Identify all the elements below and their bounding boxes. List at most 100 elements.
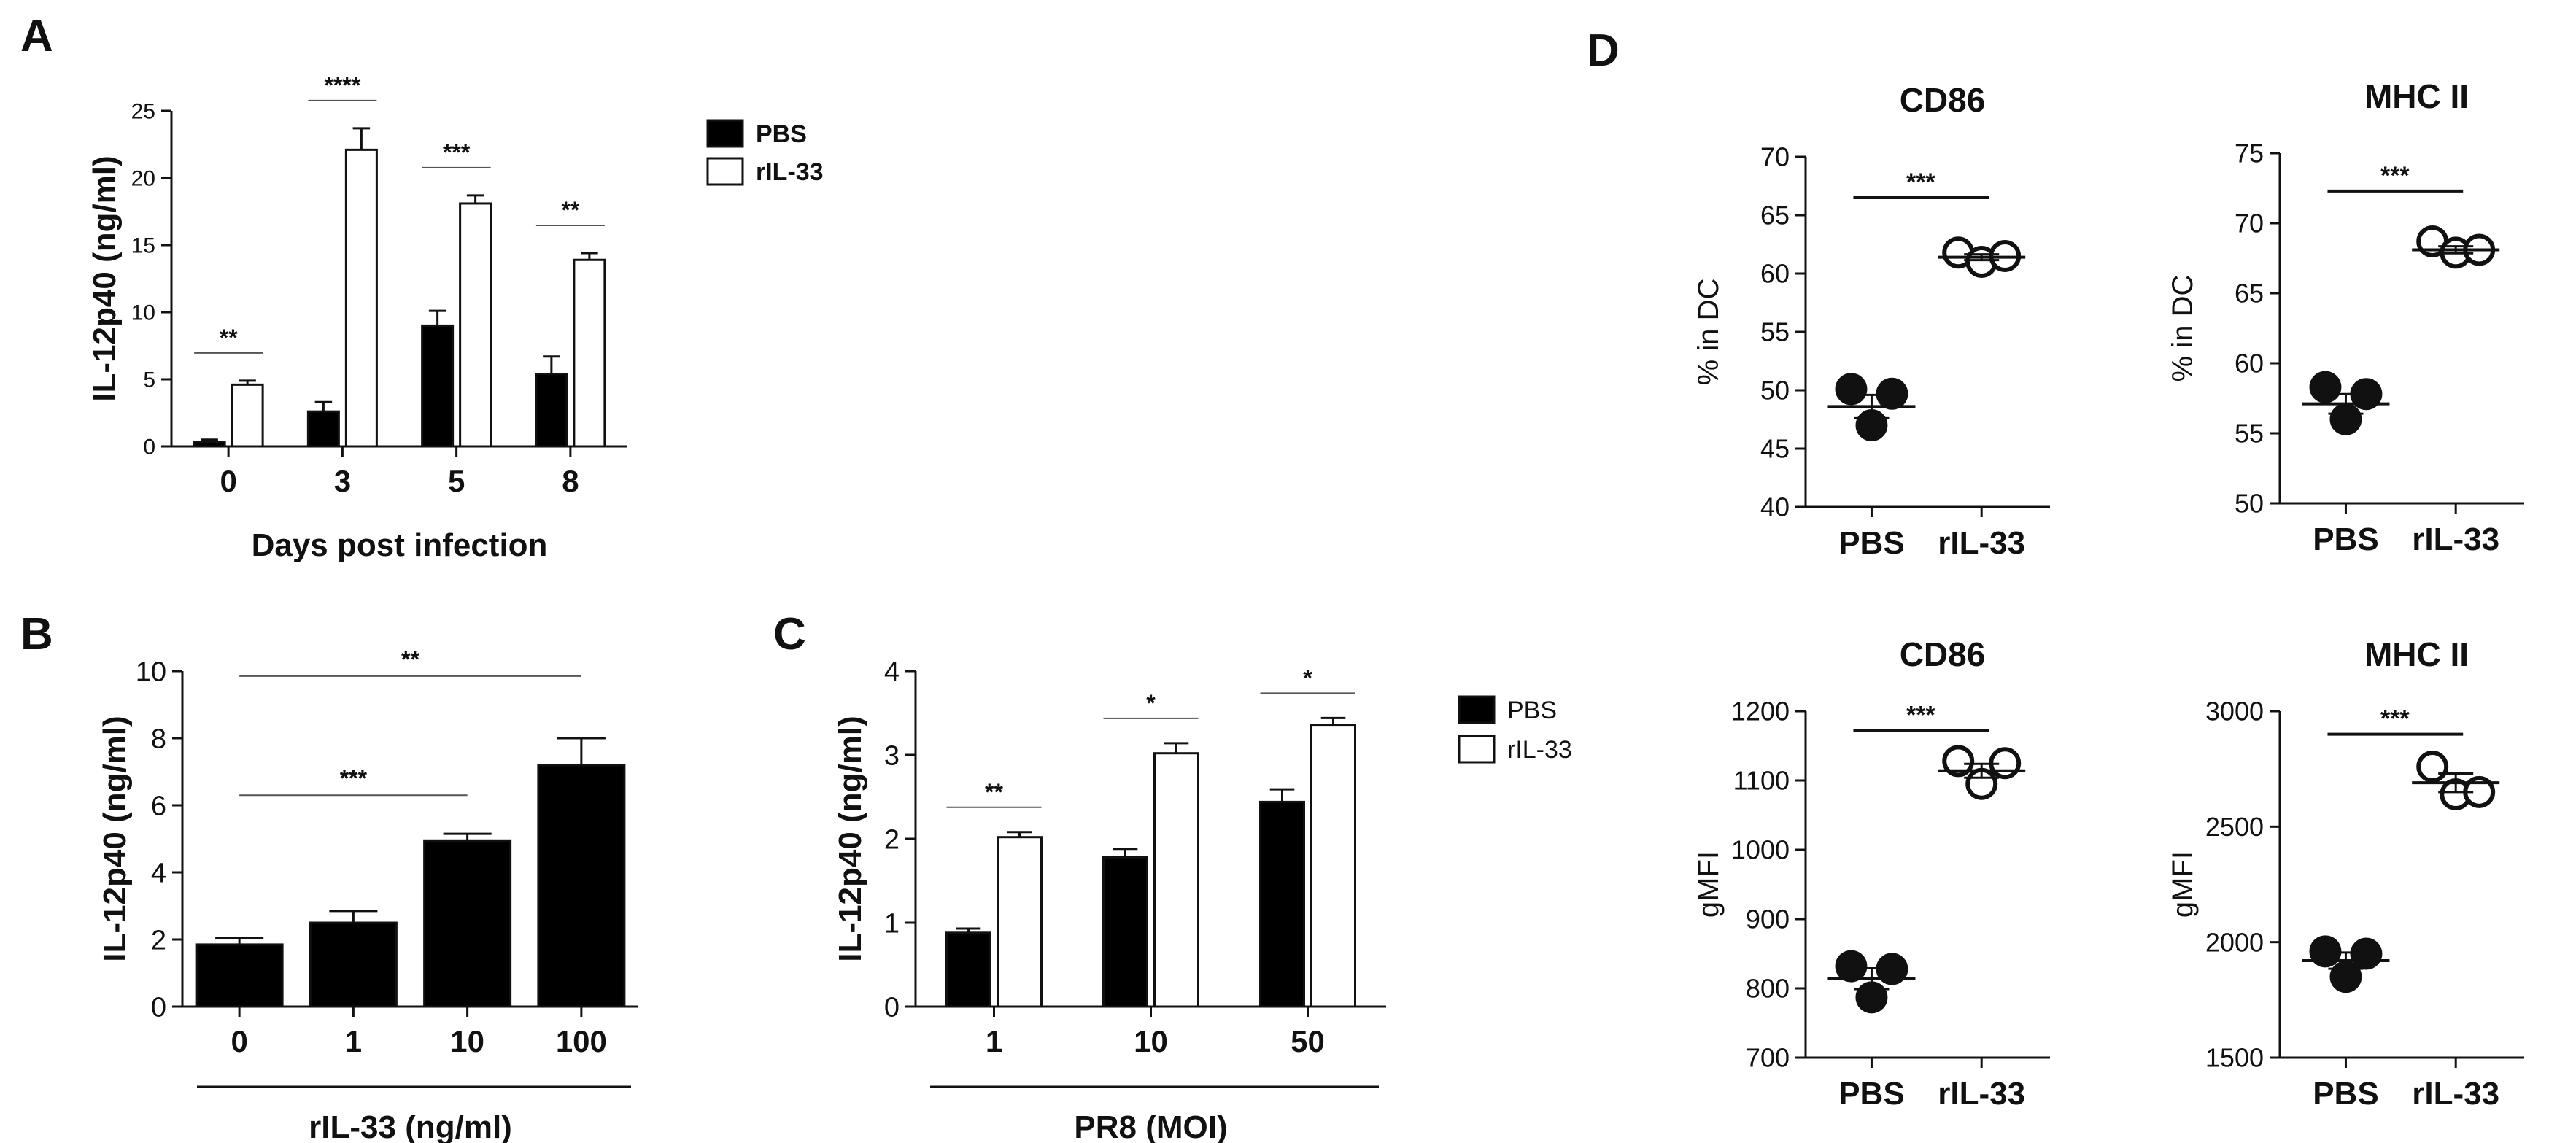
y-tick-label: 2000 <box>2205 927 2264 957</box>
data-point-pbs <box>1835 373 1868 406</box>
y-axis-label: gMFI <box>2167 851 2199 918</box>
group-label: rIL-33 (ng/ml) <box>309 1109 512 1143</box>
significance-label: *** <box>1906 702 1935 729</box>
y-tick-label: 3 <box>884 740 900 771</box>
y-tick-label: 70 <box>1760 142 1790 172</box>
bar-value-1 <box>309 921 398 1008</box>
y-tick-label: 15 <box>131 234 155 258</box>
bar-pbs-1 <box>945 931 991 1008</box>
legend-swatch <box>706 119 744 148</box>
x-tick-label: rIL-33 <box>1938 1076 2025 1112</box>
panel-letter-c: C <box>773 609 806 659</box>
x-tick-label: 1 <box>986 1024 1002 1058</box>
y-tick-label: 60 <box>1760 259 1790 289</box>
bar-pbs-10 <box>1102 856 1148 1008</box>
data-point-ril-33 <box>1942 745 1975 778</box>
bar-value-100 <box>537 764 626 1008</box>
y-tick-label: 55 <box>1760 317 1790 347</box>
y-tick-label: 5 <box>143 368 155 392</box>
x-tick-label: 5 <box>448 464 465 498</box>
y-tick-label: 40 <box>1760 492 1790 522</box>
y-axis-label: gMFI <box>1693 851 1725 918</box>
x-tick-label: PBS <box>1838 1076 1904 1112</box>
x-tick-label: 8 <box>562 464 579 498</box>
chart-title: MHC II <box>2364 635 2469 673</box>
data-point-pbs <box>2350 937 2383 970</box>
y-tick-label: 700 <box>1746 1043 1790 1073</box>
y-tick-label: 0 <box>143 435 155 460</box>
panel-letter-a: A <box>20 11 53 61</box>
bar-pbs-0 <box>193 441 226 448</box>
group-label: PR8 (MOI) <box>1074 1109 1227 1143</box>
x-tick-label: PBS <box>2313 522 2378 557</box>
legend-label: PBS <box>756 120 807 148</box>
y-tick-label: 65 <box>1760 201 1790 230</box>
legend-swatch <box>706 157 744 186</box>
comparison-label: *** <box>340 765 368 791</box>
y-tick-label: 45 <box>1760 434 1790 464</box>
data-point-pbs <box>2309 935 2342 968</box>
y-tick-label: 0 <box>151 992 166 1023</box>
x-tick-label: 50 <box>1291 1024 1325 1058</box>
bar-ril-33-5 <box>459 202 492 448</box>
legend-label: PBS <box>1507 697 1557 724</box>
y-tick-label: 10 <box>136 656 166 687</box>
y-axis-label: IL-12p40 (ng/ml) <box>87 155 123 401</box>
y-tick-label: 1000 <box>1731 835 1790 865</box>
bar-ril-33-10 <box>1153 752 1199 1008</box>
x-tick-label: 1 <box>345 1024 362 1058</box>
chart-panel-d2: 50 55 60 65 70 75 PBS rIL-33 *** MHC II % in DC <box>2167 77 2524 557</box>
x-tick-label: rIL-33 <box>2412 1076 2499 1112</box>
bar-value-10 <box>423 839 512 1008</box>
significance-label: *** <box>2380 162 2410 190</box>
legend-label: rIL-33 <box>756 158 824 186</box>
significance-label: *** <box>443 139 471 166</box>
y-tick-label: 75 <box>2235 139 2264 168</box>
bar-pbs-8 <box>535 373 568 448</box>
bar-value-0 <box>195 943 284 1008</box>
y-tick-label: 1 <box>884 908 900 939</box>
chart-title: MHC II <box>2364 77 2469 115</box>
y-tick-label: 20 <box>131 167 155 191</box>
y-tick-label: 1100 <box>1733 766 1790 796</box>
y-tick-label: 70 <box>2235 209 2264 239</box>
chart-panel-d1: 40 45 50 55 60 65 70 PBS rIL-33 *** CD86 % in DC <box>1693 81 2050 561</box>
data-point-pbs <box>1876 377 1908 410</box>
y-tick-label: 2500 <box>2205 812 2264 842</box>
x-tick-label: PBS <box>1838 525 1904 561</box>
data-point-pbs <box>2309 371 2342 403</box>
x-tick-label: 0 <box>220 464 236 498</box>
y-tick-label: 2 <box>151 925 166 956</box>
significance-label: * <box>1146 690 1156 716</box>
legend-swatch <box>1458 735 1496 764</box>
data-point-pbs <box>1835 950 1868 983</box>
bar-ril-33-3 <box>344 148 378 448</box>
significance-label: * <box>1303 665 1312 691</box>
significance-label: ** <box>561 197 579 223</box>
y-tick-label: 3000 <box>2205 697 2264 727</box>
bar-pbs-3 <box>306 410 340 448</box>
y-tick-label: 800 <box>1746 974 1790 1004</box>
y-tick-label: 8 <box>151 724 166 754</box>
y-tick-label: 6 <box>151 791 166 821</box>
x-tick-label: rIL-33 <box>2412 522 2499 557</box>
y-axis-label: % in DC <box>1693 279 1725 386</box>
y-tick-label: 65 <box>2235 279 2264 309</box>
y-tick-label: 4 <box>151 858 166 888</box>
y-tick-label: 2 <box>884 824 900 855</box>
y-tick-label: 1500 <box>2205 1043 2264 1073</box>
x-tick-label: 10 <box>450 1024 484 1058</box>
legend-label: rIL-33 <box>1507 736 1572 764</box>
x-tick-label: 0 <box>231 1024 247 1058</box>
bar-ril-33-50 <box>1310 724 1356 1008</box>
y-axis-label: IL-12p40 (ng/ml) <box>97 716 133 961</box>
bar-ril-33-0 <box>231 383 264 448</box>
chart-panel-d4: 1500 2000 2500 3000 PBS rIL-33 *** MHC II gMFI <box>2167 635 2524 1112</box>
bar-pbs-50 <box>1259 800 1305 1008</box>
comparison-label: ** <box>401 646 419 673</box>
y-axis-label: % in DC <box>2167 275 2199 382</box>
x-axis-label: Days post infection <box>252 527 548 563</box>
